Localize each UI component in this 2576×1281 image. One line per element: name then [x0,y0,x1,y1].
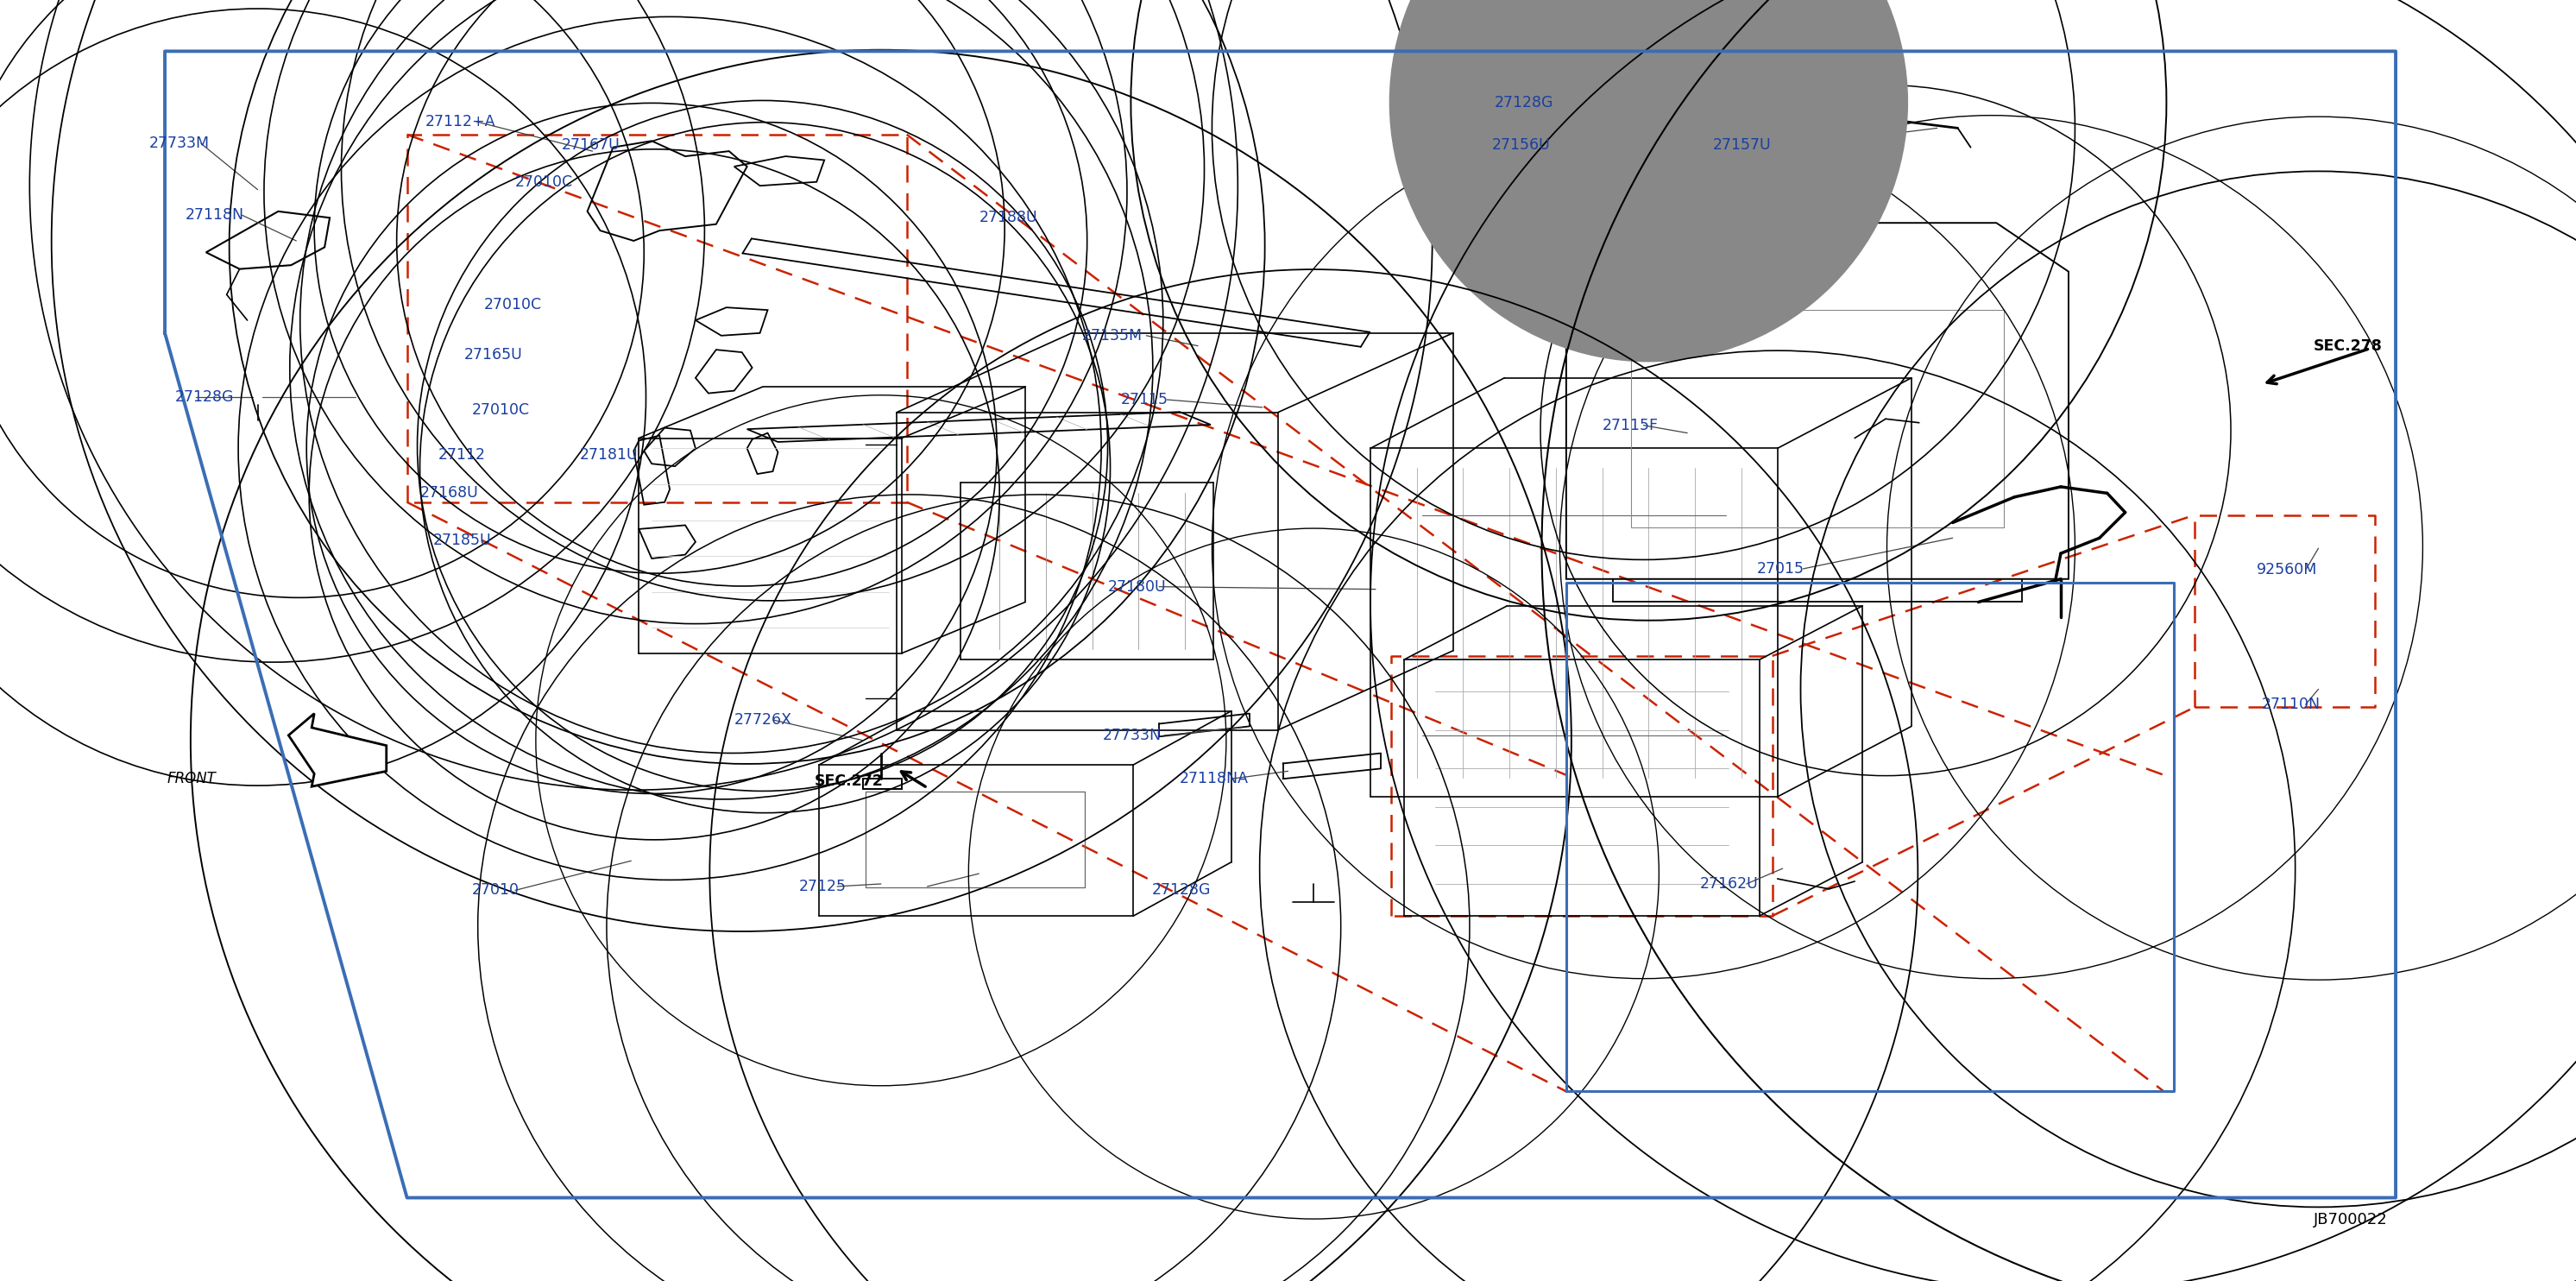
Text: SEC.272: SEC.272 [814,774,884,789]
Text: 27726X: 27726X [734,712,791,728]
Text: 92560M: 92560M [2257,562,2318,578]
Circle shape [1388,0,1909,361]
Text: 27157U: 27157U [1713,137,1772,152]
Text: 27118N: 27118N [185,208,245,223]
Text: 27128G: 27128G [1494,95,1553,110]
Text: 27135M: 27135M [1082,328,1141,343]
Text: 27115: 27115 [1121,392,1167,407]
Text: 27118NA: 27118NA [1180,771,1249,787]
Text: 27015: 27015 [1757,561,1803,576]
Text: JB700022: JB700022 [2313,1212,2388,1227]
Text: 27010C: 27010C [471,402,528,418]
Text: 27115F: 27115F [1602,418,1659,433]
Text: FRONT: FRONT [167,771,216,787]
Text: 27188U: 27188U [979,210,1038,225]
Text: 27181U: 27181U [580,447,639,462]
Text: 27156U: 27156U [1492,137,1551,152]
Text: 27010C: 27010C [484,297,541,313]
Text: SEC.278: SEC.278 [2313,338,2383,354]
Text: 27128G: 27128G [175,389,234,405]
Text: 27185U: 27185U [433,533,492,548]
Text: 27162U: 27162U [1700,876,1759,892]
Text: 27167U: 27167U [562,137,621,152]
Text: 27112+A: 27112+A [425,114,495,129]
Text: 27128G: 27128G [1151,883,1211,898]
Text: 27110N: 27110N [2262,697,2321,712]
Text: 27733N: 27733N [1103,728,1162,743]
Text: 27010C: 27010C [515,174,572,190]
Text: 27168U: 27168U [420,485,479,501]
Text: 27125: 27125 [799,879,845,894]
Text: 27733M: 27733M [149,136,209,151]
Text: 27112: 27112 [438,447,484,462]
Text: 27010: 27010 [471,883,518,898]
Text: 27165U: 27165U [464,347,523,363]
Text: 27180U: 27180U [1108,579,1167,594]
Polygon shape [289,714,386,787]
